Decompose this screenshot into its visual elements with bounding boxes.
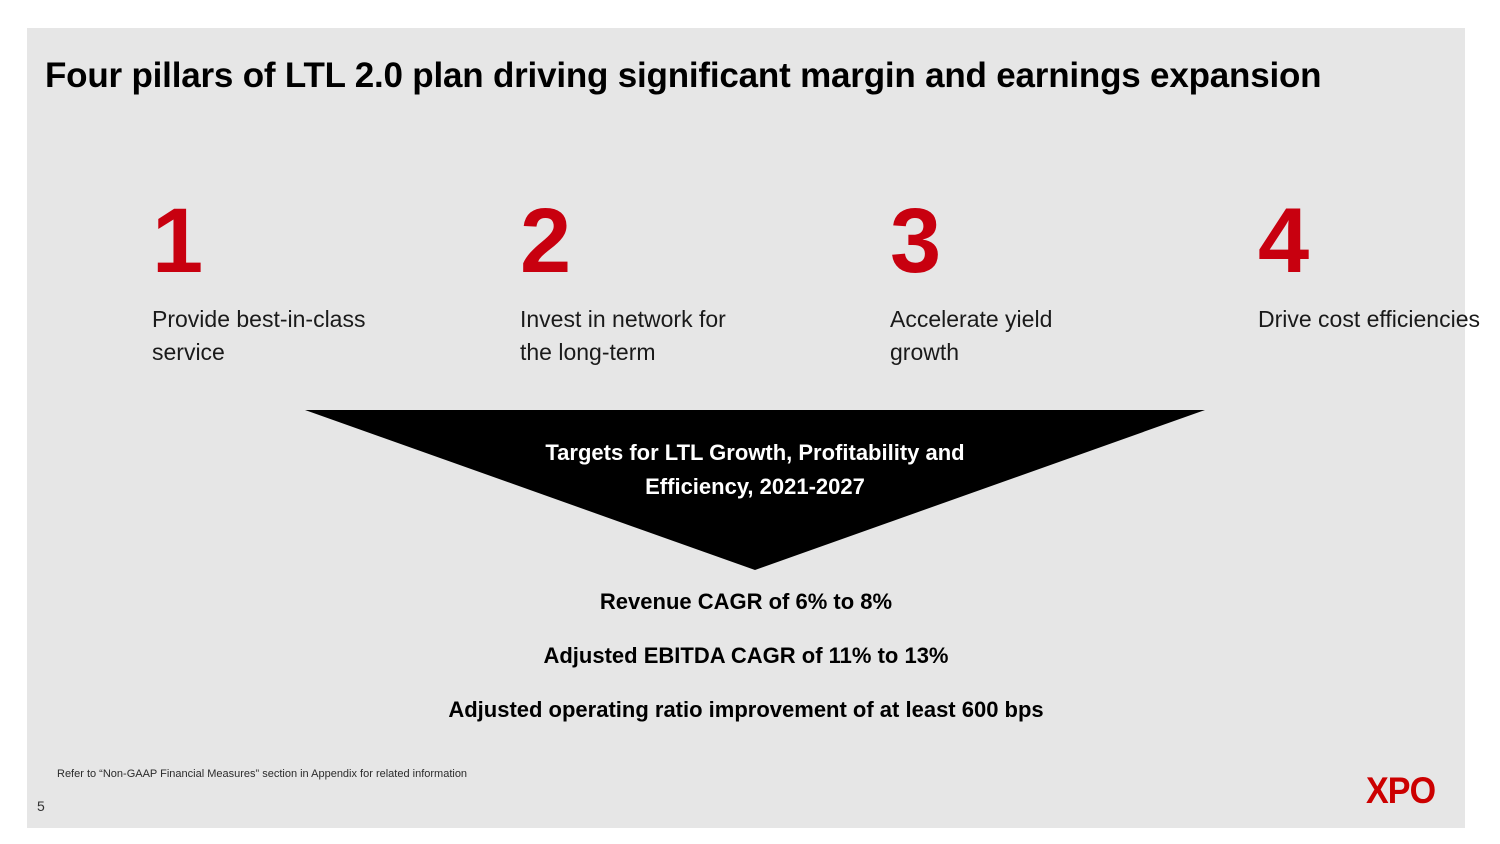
- target-line: Adjusted EBITDA CAGR of 11% to 13%: [543, 643, 949, 668]
- chevron-caption-line-2: Efficiency, 2021-2027: [645, 474, 865, 499]
- chevron-caption-line-1: Targets for LTL Growth, Profitability an…: [545, 440, 965, 465]
- target-line: Revenue CAGR of 6% to 8%: [599, 589, 893, 614]
- pillar-label: Provide best-in-class service: [152, 306, 366, 365]
- pillar-number: 3: [890, 190, 942, 292]
- footnote: Refer to “Non-GAAP Financial Measures” s…: [57, 768, 468, 780]
- pillar-label: Accelerate yield growth: [890, 306, 1053, 365]
- pillar-item-3: 3 Accelerate yield growth: [890, 193, 1190, 369]
- slide-canvas: Four pillars of LTL 2.0 plan driving sig…: [27, 28, 1480, 828]
- targets-chevron: Targets for LTL Growth, Profitability an…: [305, 410, 1205, 570]
- pillar-item-4: 4 Drive cost efficiencies: [1258, 193, 1500, 336]
- xpo-logo: XPO: [1365, 770, 1436, 811]
- chevron-caption: Targets for LTL Growth, Profitability an…: [305, 436, 1205, 504]
- page-title: Four pillars of LTL 2.0 plan driving sig…: [45, 56, 1322, 95]
- pillar-number: 4: [1258, 190, 1310, 292]
- pillar-item-2: 2 Invest in network for the long-term: [520, 193, 820, 369]
- page-number: 5: [37, 798, 45, 814]
- pillar-label: Drive cost efficiencies: [1258, 306, 1480, 332]
- targets-list: Revenue CAGR of 6% to 8% Adjusted EBITDA…: [27, 588, 1465, 724]
- pillar-label: Invest in network for the long-term: [520, 306, 726, 365]
- pillar-number: 1: [152, 190, 204, 292]
- target-line: Adjusted operating ratio improvement of …: [448, 697, 1044, 722]
- pillars-row: 1 Provide best-in-class service 2 Invest…: [27, 193, 1480, 423]
- pillar-item-1: 1 Provide best-in-class service: [152, 193, 452, 369]
- pillar-number: 2: [520, 190, 572, 292]
